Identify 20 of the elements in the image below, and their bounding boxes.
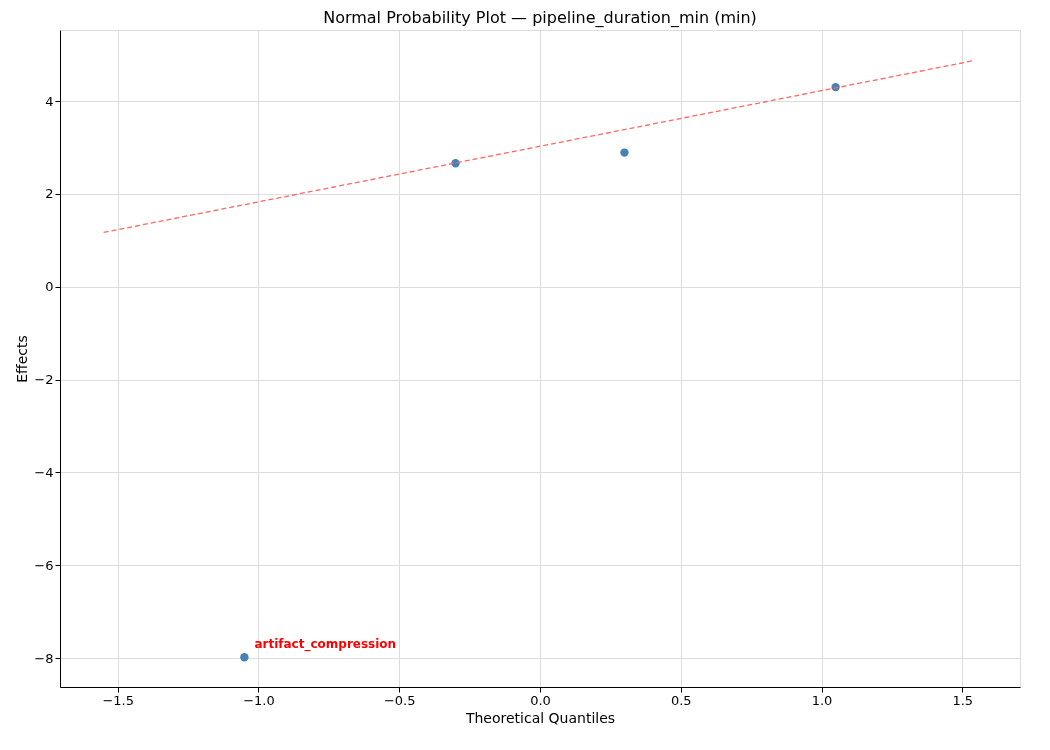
y-tick-label: −4 (34, 464, 54, 480)
x-tick-label: −0.5 (383, 692, 416, 708)
y-tick-label: −8 (34, 650, 54, 666)
point (620, 148, 629, 157)
x-tick-label: 0.5 (670, 692, 692, 708)
y-tick-label: −2 (34, 372, 54, 388)
point (240, 653, 249, 662)
x-tick-label: −1.0 (243, 692, 275, 708)
chart-title: Normal Probability Plot — pipeline_duration_min (min) (323, 8, 757, 28)
x-tick-label: 1.5 (952, 692, 974, 708)
x-tick-label: −1.5 (102, 692, 134, 708)
y-tick-label: 0 (45, 279, 54, 295)
y-tick-label: 2 (45, 186, 54, 202)
x-tick-label: 0.0 (530, 692, 551, 708)
x-tick-label: 1.0 (811, 692, 833, 708)
y-tick-label: 4 (45, 93, 54, 109)
x-axis-title: Theoretical Quantiles (464, 709, 616, 726)
y-axis-title: Effects (14, 335, 31, 383)
y-tick-label: −6 (34, 557, 54, 573)
annotation: artifact_compression (254, 637, 397, 653)
